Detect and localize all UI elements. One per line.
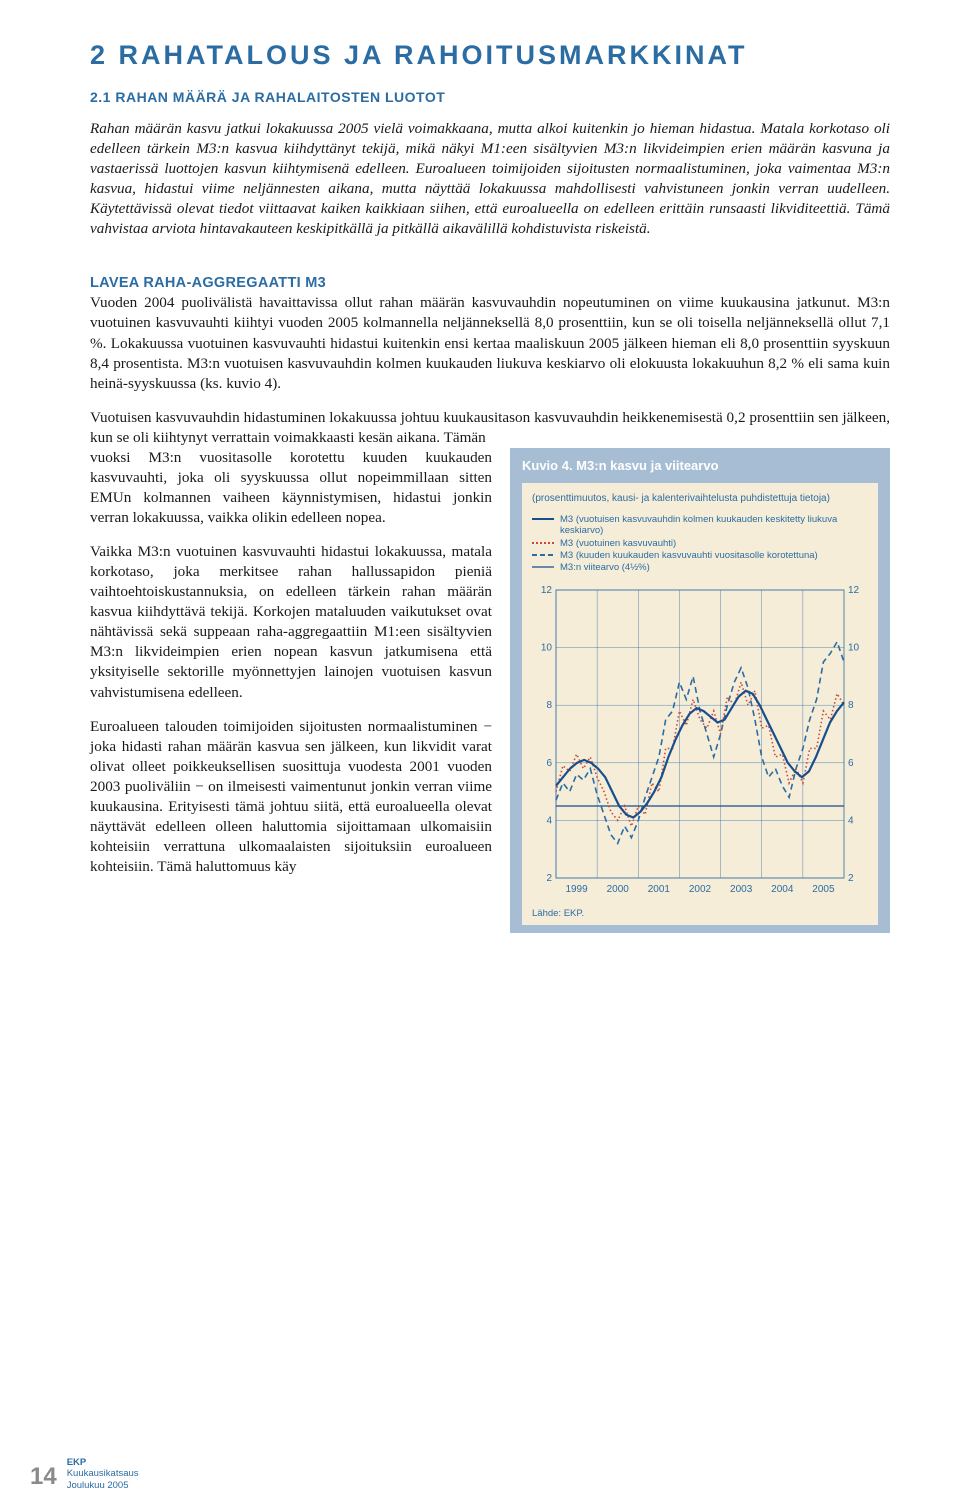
svg-text:2000: 2000 [607, 884, 630, 895]
legend-swatch-solid [532, 514, 554, 524]
body-para-2: Vuotuisen kasvuvauhdin hidastuminen loka… [90, 408, 890, 448]
subsection-name: RAHAN MÄÄRÄ JA RAHALAITOSTEN LUOTOT [115, 89, 445, 105]
svg-text:8: 8 [848, 700, 854, 711]
legend-text-2: M3 (vuotuinen kasvuvauhti) [560, 538, 868, 549]
svg-text:12: 12 [848, 585, 860, 596]
left-para-1: vuoksi M3:n vuositasolle korotettu kuude… [90, 448, 492, 528]
svg-text:2: 2 [848, 873, 854, 884]
svg-text:10: 10 [541, 642, 553, 653]
svg-text:10: 10 [848, 642, 860, 653]
svg-text:4: 4 [546, 815, 552, 826]
svg-text:1999: 1999 [565, 884, 588, 895]
section-name: RAHATALOUS JA RAHOITUSMARKKINAT [119, 40, 748, 70]
legend-swatch-dotted [532, 538, 554, 548]
legend-swatch-dashed [532, 550, 554, 560]
svg-text:6: 6 [546, 758, 552, 769]
svg-text:8: 8 [546, 700, 552, 711]
svg-text:2001: 2001 [648, 884, 671, 895]
legend-row-3: M3 (kuuden kuukauden kasvuvauhti vuosita… [532, 550, 868, 561]
svg-text:2: 2 [546, 873, 552, 884]
body-para-1: Vuoden 2004 puolivälistä havaittavissa o… [90, 293, 890, 393]
chart-source: Lähde: EKP. [532, 908, 868, 919]
left-para-2: Vaikka M3:n vuotuinen kasvuvauhti hidast… [90, 542, 492, 703]
legend-text-3: M3 (kuuden kuukauden kasvuvauhti vuosita… [560, 550, 868, 561]
legend-text-4: M3:n viitearvo (4½%) [560, 562, 868, 573]
legend-swatch-ref [532, 562, 554, 572]
legend-row-2: M3 (vuotuinen kasvuvauhti) [532, 538, 868, 549]
svg-text:2003: 2003 [730, 884, 753, 895]
page-footer: 14 EKP Kuukausikatsaus Joulukuu 2005 [30, 1457, 139, 1491]
legend-text-1: M3 (vuotuisen kasvuvauhdin kolmen kuukau… [560, 514, 868, 537]
svg-text:6: 6 [848, 758, 854, 769]
left-para-3: Euroalueen talouden toimijoiden sijoitus… [90, 717, 492, 878]
footer-org: EKP [67, 1457, 139, 1468]
subsection-title: 2.1 RAHAN MÄÄRÄ JA RAHALAITOSTEN LUOTOT [90, 89, 890, 105]
svg-text:2005: 2005 [812, 884, 835, 895]
footer-pub: Kuukausikatsaus [67, 1468, 139, 1479]
section-number: 2 [90, 40, 108, 70]
page-number: 14 [30, 1463, 57, 1491]
left-column: vuoksi M3:n vuositasolle korotettu kuude… [90, 448, 492, 933]
intro-paragraph: Rahan määrän kasvu jatkui lokakuussa 200… [90, 119, 890, 239]
right-column: Kuvio 4. M3:n kasvu ja viitearvo (prosen… [510, 448, 890, 933]
legend-row-4: M3:n viitearvo (4½%) [532, 562, 868, 573]
legend-row-1: M3 (vuotuisen kasvuvauhdin kolmen kuukau… [532, 514, 868, 537]
chart-plot: 2 2 4 4 6 6 8 8 10 10 12 12 1999 2000 2001 2002 2003 2004… [532, 582, 868, 902]
inner-heading: LAVEA RAHA-AGGREGAATTI M3 [90, 275, 890, 291]
svg-text:2004: 2004 [771, 884, 794, 895]
page-meta: EKP Kuukausikatsaus Joulukuu 2005 [67, 1457, 139, 1491]
chart-subtitle: (prosenttimuutos, kausi- ja kalenterivai… [532, 493, 868, 504]
chart-title: Kuvio 4. M3:n kasvu ja viitearvo [522, 458, 878, 473]
section-title: 2 RAHATALOUS JA RAHOITUSMARKKINAT [90, 40, 890, 71]
svg-text:4: 4 [848, 815, 854, 826]
subsection-number: 2.1 [90, 89, 111, 105]
chart-inner: (prosenttimuutos, kausi- ja kalenterivai… [522, 483, 878, 925]
chart-container: Kuvio 4. M3:n kasvu ja viitearvo (prosen… [510, 448, 890, 933]
two-column-layout: vuoksi M3:n vuositasolle korotettu kuude… [90, 448, 890, 933]
footer-date: Joulukuu 2005 [67, 1480, 139, 1491]
svg-text:2002: 2002 [689, 884, 712, 895]
chart-legend: M3 (vuotuisen kasvuvauhdin kolmen kuukau… [532, 514, 868, 574]
svg-text:12: 12 [541, 585, 553, 596]
